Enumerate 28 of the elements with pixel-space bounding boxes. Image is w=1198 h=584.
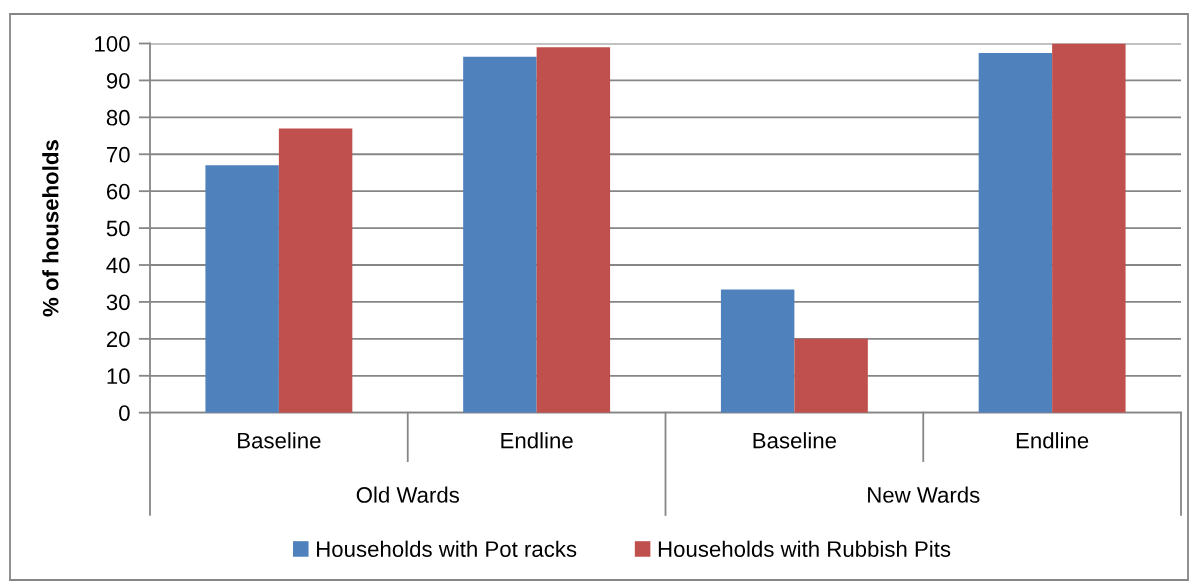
y-tick-label: 10 xyxy=(107,368,130,385)
bar xyxy=(1052,43,1126,413)
bar xyxy=(794,338,868,413)
y-tick-label: 30 xyxy=(106,294,130,311)
legend-label: Households with Rubbish Pits xyxy=(658,540,951,557)
bar xyxy=(978,53,1053,413)
y-axis-title: % of households xyxy=(42,140,59,317)
bar xyxy=(720,289,795,413)
x-tick-label: Endline xyxy=(501,432,573,449)
bar xyxy=(278,128,353,413)
y-tick-label: 90 xyxy=(106,72,130,89)
text: Old Wards xyxy=(356,486,460,503)
x-tick-label: Baseline xyxy=(238,432,321,449)
y-tick-label: 70 xyxy=(106,146,130,163)
bar xyxy=(205,165,279,413)
y-tick-label: 40 xyxy=(106,257,130,274)
y-tick-label: 60 xyxy=(106,183,130,200)
legend-label: Households with Pot racks xyxy=(317,540,577,557)
y-tick-label: 50 xyxy=(106,220,130,237)
y-tick-label: 20 xyxy=(106,331,130,348)
bar xyxy=(536,47,611,413)
x-tick-label: Endline xyxy=(1016,432,1089,449)
text: New Wards xyxy=(868,486,980,503)
x-tick-label: Baseline xyxy=(753,432,837,449)
bar xyxy=(463,56,537,413)
y-tick-label: 0 xyxy=(119,405,130,421)
y-tick-label: 80 xyxy=(106,109,130,126)
y-tick-label: 100 xyxy=(95,36,130,52)
